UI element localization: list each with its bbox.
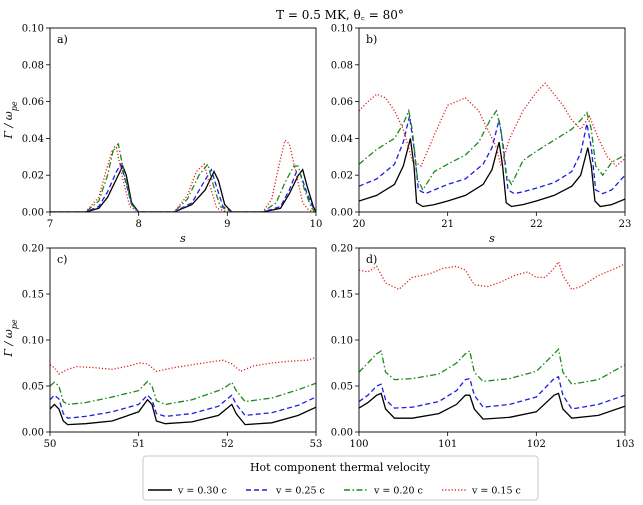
y-tick-label: 0.10: [22, 336, 44, 347]
y-tick-label: 0.00: [331, 428, 353, 439]
series-line-2: [359, 375, 625, 410]
series-line-2: [50, 162, 316, 212]
x-tick-label: 52: [221, 439, 234, 450]
y-axis-label-bottom: Γ / ωpe: [2, 319, 19, 357]
plot-frame: [358, 247, 626, 433]
y-tick-label: 0.08: [331, 60, 353, 71]
plot-frame: [358, 27, 626, 213]
series-line-1: [359, 138, 625, 208]
series-line-4: [359, 82, 625, 169]
y-tick-label: 0.05: [22, 382, 44, 393]
y-tick-label: 0.20: [22, 244, 44, 255]
x-tick-label: 7: [47, 219, 53, 230]
x-tick-label: 9: [224, 219, 230, 230]
series-line-3: [359, 347, 625, 385]
x-tick-label: 23: [619, 219, 632, 230]
y-tick-label: 0.08: [22, 60, 44, 71]
x-tick-label: 8: [135, 219, 141, 230]
y-axis-label-bottom-sub: pe: [10, 319, 19, 329]
x-tick-label: 22: [530, 219, 543, 230]
legend-entry-label: v = 0.15 c: [471, 486, 521, 497]
y-tick-label: 0.10: [22, 24, 44, 35]
x-tick-label: 103: [615, 439, 634, 450]
y-tick-label: 0.04: [22, 134, 44, 145]
series-line-3: [50, 142, 316, 212]
y-axis-label-top-sub: pe: [10, 101, 19, 111]
y-tick-label: 0.04: [331, 134, 353, 145]
x-tick-label: 53: [310, 439, 323, 450]
legend-frame: [142, 455, 539, 501]
x-axis-label: s: [489, 232, 495, 245]
panel-label: a): [57, 33, 68, 46]
x-tick-label: 51: [132, 439, 145, 450]
y-tick-label: 0.02: [331, 171, 353, 182]
y-tick-label: 0.05: [331, 382, 353, 393]
y-tick-label: 0.15: [22, 290, 44, 301]
y-tick-label: 0.00: [22, 428, 44, 439]
series-line-1: [50, 398, 316, 426]
series-line-3: [359, 108, 625, 192]
series-line-1: [50, 164, 316, 212]
y-axis-label-top: Γ / ωpe: [2, 101, 19, 139]
plot-frame: [49, 27, 317, 213]
x-tick-label: 100: [349, 439, 368, 450]
panel-b: 20 21 22 23 0.00 0.02 0.04 0.06 0.08 0.10 s b): [331, 24, 632, 246]
x-tick-label: 10: [310, 219, 323, 230]
x-tick-label: 102: [527, 439, 546, 450]
y-tick-label: 0.00: [331, 208, 353, 219]
y-tick-label: 0.15: [331, 290, 353, 301]
y-tick-label: 0.20: [331, 244, 353, 255]
panel-label: b): [366, 33, 377, 46]
y-tick-label: 0.10: [331, 24, 353, 35]
legend-entry-label: v = 0.30 c: [177, 486, 227, 497]
panel-a: 7 8 9 10 0.00 0.02 0.04 0.06 0.08 0.10 s a): [22, 24, 323, 246]
panel-label: c): [57, 253, 67, 266]
x-tick-label: 101: [438, 439, 457, 450]
legend-entries: v = 0.30 c v = 0.25 c v = 0.20 c v = 0.15 c: [148, 486, 521, 497]
x-axis-label: s: [180, 232, 186, 245]
legend-title: Hot component thermal velocity: [250, 461, 431, 474]
legend-entry-label: v = 0.25 c: [275, 486, 325, 497]
legend: Hot component thermal velocity v = 0.30 …: [142, 455, 539, 501]
series-line-2: [359, 116, 625, 195]
figure-title: T = 0.5 MK, θ꜀ = 80°: [276, 8, 404, 22]
series-line-4: [359, 260, 625, 291]
series-line-2: [50, 394, 316, 419]
y-axis-label-bottom-text: Γ / ω: [2, 329, 15, 357]
y-tick-label: 0.06: [331, 97, 353, 108]
y-tick-label: 0.00: [22, 208, 44, 219]
y-tick-label: 0.06: [22, 97, 44, 108]
plot-frame: [49, 247, 317, 433]
x-tick-label: 20: [353, 219, 366, 230]
x-tick-label: 50: [44, 439, 57, 450]
y-tick-label: 0.02: [22, 171, 44, 182]
series-line-3: [50, 380, 316, 406]
legend-entry-label: v = 0.20 c: [373, 486, 423, 497]
y-axis-label-top-text: Γ / ω: [2, 111, 15, 139]
series-line-4: [50, 356, 316, 375]
x-tick-label: 21: [441, 219, 454, 230]
series-line-4: [50, 139, 316, 212]
series-line-1: [359, 392, 625, 420]
panel-label: d): [366, 253, 377, 266]
y-tick-label: 0.10: [331, 336, 353, 347]
